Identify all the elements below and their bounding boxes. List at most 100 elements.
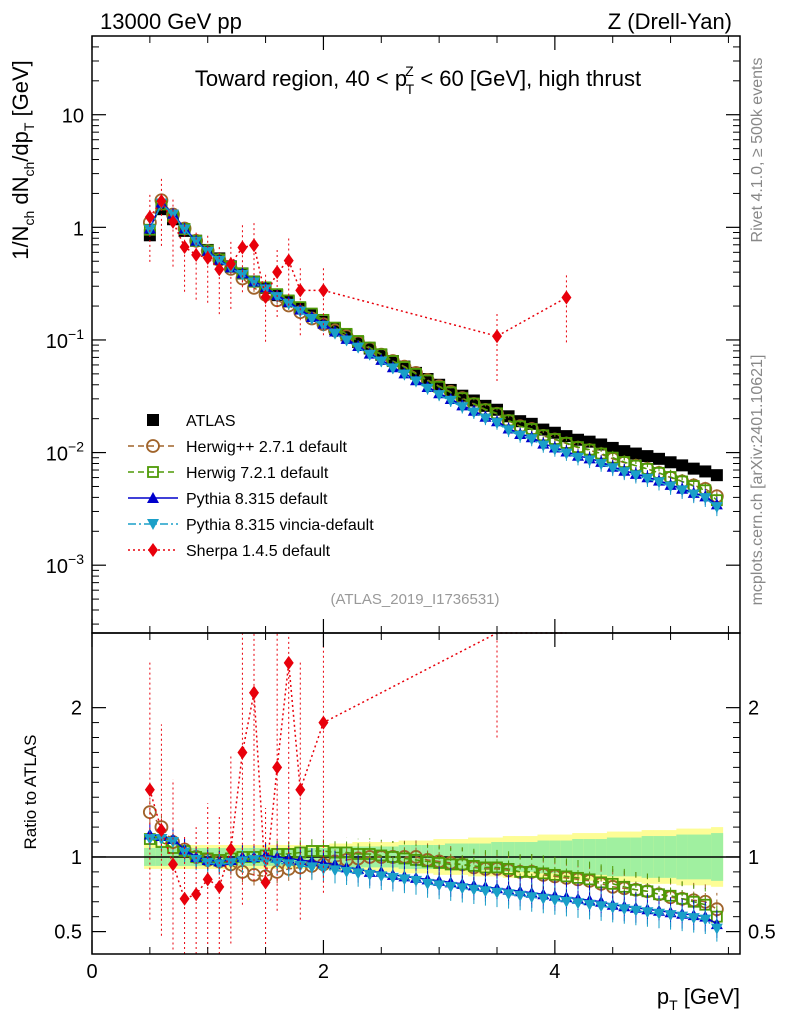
legend-label: Pythia 8.315 default xyxy=(186,491,328,508)
point-vincia xyxy=(410,376,422,388)
ratio-point-vincia xyxy=(676,911,689,923)
ratio-tick-label: 0.5 xyxy=(54,922,82,944)
point-atlas xyxy=(618,445,631,458)
point-atlas xyxy=(653,452,665,465)
ratio-point-herwig7 xyxy=(491,861,503,874)
header-left: 13000 GeV pp xyxy=(100,9,242,34)
point-atlas xyxy=(687,462,700,475)
point-vincia xyxy=(317,320,330,332)
ratio-point-vincia xyxy=(271,857,284,869)
point-vincia xyxy=(502,425,515,437)
ratio-point-vincia xyxy=(352,868,365,880)
ratio-point-vincia xyxy=(398,874,411,886)
ratio-point-vincia xyxy=(653,908,665,920)
ratio-point-vincia xyxy=(618,904,631,916)
ratio-point-herwig7 xyxy=(548,868,561,881)
ratio-point-sherpa xyxy=(214,879,225,894)
ratio-point-vincia xyxy=(629,905,642,917)
ratio-axis-label: Ratio to ATLAS xyxy=(21,735,40,850)
ratio-point-herwig7 xyxy=(525,865,538,878)
ratio-point-sherpa xyxy=(191,887,202,902)
point-vincia xyxy=(525,434,538,446)
point-sherpa xyxy=(492,329,502,344)
x-tick-label: 2 xyxy=(318,961,329,983)
y-tick-label: 10−3 xyxy=(46,551,84,578)
side-rivet: Rivet 4.1.0, ≥ 500k events xyxy=(749,58,766,243)
point-vincia xyxy=(479,413,492,425)
point-vincia xyxy=(583,455,596,467)
ratio-point-vincia xyxy=(213,859,226,871)
point-sherpa xyxy=(214,262,225,277)
point-vincia xyxy=(653,477,665,489)
ratio-series-sherpa xyxy=(144,632,567,954)
point-sherpa xyxy=(249,238,259,253)
point-sherpa xyxy=(283,253,294,268)
point-vincia xyxy=(699,493,712,505)
point-vincia xyxy=(340,335,353,347)
point-vincia xyxy=(560,448,573,460)
legend-item-pythia: Pythia 8.315 default xyxy=(128,491,328,508)
point-atlas xyxy=(676,459,689,472)
axes-ticks: 0 2 4 10 1 10−1 10−2 10−3 2 2 1 1 0.5 0.5 xyxy=(46,35,776,983)
ratio-point-herwig7 xyxy=(560,870,573,883)
point-vincia xyxy=(444,395,457,407)
legend-label: ATLAS xyxy=(186,413,236,430)
point-vincia xyxy=(213,255,226,267)
ratio-point-sherpa xyxy=(249,685,259,700)
ratio-panel-frame xyxy=(91,632,741,955)
ratio-line-herwigpp xyxy=(149,811,718,910)
point-vincia xyxy=(294,306,307,318)
ratio-point-sherpa xyxy=(272,760,283,775)
ratio-point-vincia xyxy=(467,884,480,896)
chart-title: Toward region, 40 < pZ T < 60 [GeV], high… xyxy=(195,63,641,97)
ratio-point-herwig7 xyxy=(606,877,619,890)
ratio-point-vincia xyxy=(583,899,596,911)
point-vincia xyxy=(606,463,619,475)
point-vincia xyxy=(629,470,642,482)
x-axis-label: pT [GeV] xyxy=(657,984,740,1013)
ratio-point-vincia xyxy=(386,872,399,884)
point-atlas xyxy=(606,441,619,454)
legend-label: Sherpa 1.4.5 default xyxy=(186,543,331,560)
y-tick-label: 10−1 xyxy=(46,326,84,353)
point-vincia xyxy=(456,402,469,414)
ratio-point-sherpa xyxy=(202,872,213,887)
point-vincia xyxy=(248,277,260,289)
point-sherpa xyxy=(168,214,178,229)
ratio-tick-label: 1 xyxy=(71,847,82,869)
ratio-point-vincia xyxy=(606,902,619,914)
ratio-point-vincia xyxy=(548,895,561,907)
x-tick-label: 0 xyxy=(86,961,97,983)
ratio-point-vincia xyxy=(664,910,677,922)
point-sherpa xyxy=(295,283,306,298)
legend-item-sherpa: Sherpa 1.4.5 default xyxy=(128,543,331,560)
ratio-point-sherpa xyxy=(156,823,167,838)
ratio-point-vincia xyxy=(444,881,457,893)
legend-marker xyxy=(147,492,159,503)
ratio-point-sherpa xyxy=(260,875,271,890)
series-herwig7 xyxy=(143,198,723,510)
ratio-point-herwig7 xyxy=(537,867,550,880)
ratio-point-sherpa xyxy=(168,857,178,872)
ratio-point-sherpa xyxy=(295,782,306,797)
ratio-point-vincia xyxy=(433,880,446,892)
point-vincia xyxy=(363,349,376,361)
ratio-point-vincia xyxy=(525,892,538,904)
point-vincia xyxy=(398,369,411,381)
point-atlas xyxy=(629,447,642,460)
point-vincia xyxy=(641,473,654,485)
ratio-point-vincia xyxy=(687,913,700,925)
main-panel-series xyxy=(142,178,724,517)
point-vincia xyxy=(491,418,503,430)
point-vincia xyxy=(386,363,399,375)
ratio-point-vincia xyxy=(363,869,376,881)
ratio-tick-label-right: 0.5 xyxy=(748,922,776,944)
point-sherpa xyxy=(272,265,283,280)
point-sherpa xyxy=(225,257,236,272)
ratio-point-vincia xyxy=(641,907,654,919)
ratio-point-vincia xyxy=(479,886,492,898)
point-vincia xyxy=(687,489,700,501)
point-vincia xyxy=(433,390,446,402)
point-sherpa xyxy=(179,239,190,254)
legend-item-herwigpp: Herwig++ 2.7.1 default xyxy=(128,439,348,456)
